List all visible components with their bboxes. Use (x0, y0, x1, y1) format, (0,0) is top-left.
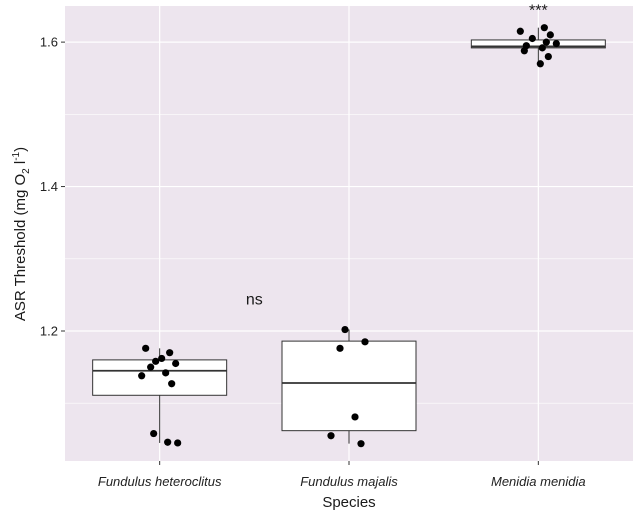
x-tick-label: Fundulus majalis (300, 474, 398, 489)
y-tick-label: 1.6 (40, 35, 58, 50)
data-point (528, 34, 536, 43)
y-axis-title-sup: -1 (11, 151, 22, 160)
data-point (166, 349, 174, 357)
data-point (150, 429, 158, 438)
data-points (138, 24, 560, 448)
data-point (544, 52, 552, 61)
x-tick-label: Fundulus heteroclitus (98, 474, 222, 489)
data-point (516, 27, 524, 35)
data-point (538, 44, 546, 52)
box-body (281, 340, 417, 432)
data-point (152, 357, 160, 365)
data-point (327, 432, 335, 440)
x-axis-title: Species (322, 494, 375, 511)
data-point (162, 369, 170, 377)
data-point (138, 372, 146, 380)
x-axis: Fundulus heteroclitus Fundulus majalis Men… (98, 461, 586, 489)
y-axis-title-base: ASR Threshold (mg O (12, 174, 29, 321)
data-point (546, 31, 554, 39)
box-body (92, 359, 228, 396)
x-tick-label: Menidia menidia (491, 474, 586, 489)
data-point (164, 438, 172, 446)
data-point (357, 440, 365, 448)
data-point (552, 39, 560, 48)
y-tick-label: 1.4 (40, 179, 58, 194)
y-tick-label: 1.2 (40, 324, 58, 339)
annotations: ns *** (246, 2, 548, 308)
data-point (540, 24, 548, 32)
y-axis-title-mid: l (12, 161, 29, 169)
significance-label: ns (246, 291, 263, 308)
y-axis-title-sub: 2 (21, 168, 32, 174)
data-point (536, 60, 544, 68)
data-point (172, 359, 180, 368)
data-point (341, 325, 349, 334)
data-point (168, 380, 176, 388)
data-point (520, 47, 528, 55)
data-point (147, 363, 155, 371)
data-point (174, 439, 182, 447)
y-axis: 1.2 1.4 1.6 (40, 35, 65, 339)
data-point (542, 38, 550, 46)
box-2 (281, 329, 417, 444)
data-point (336, 344, 344, 352)
boxplots (92, 27, 606, 444)
y-axis-title: ASR Threshold (mg O2 l-1) (11, 147, 32, 321)
box-1 (92, 348, 228, 443)
data-point (351, 413, 359, 421)
data-point (158, 354, 166, 363)
data-point (361, 338, 369, 346)
y-axis-title-end: ) (12, 147, 29, 152)
significance-label: *** (529, 2, 548, 19)
box-body (470, 39, 606, 49)
data-point (142, 344, 150, 352)
